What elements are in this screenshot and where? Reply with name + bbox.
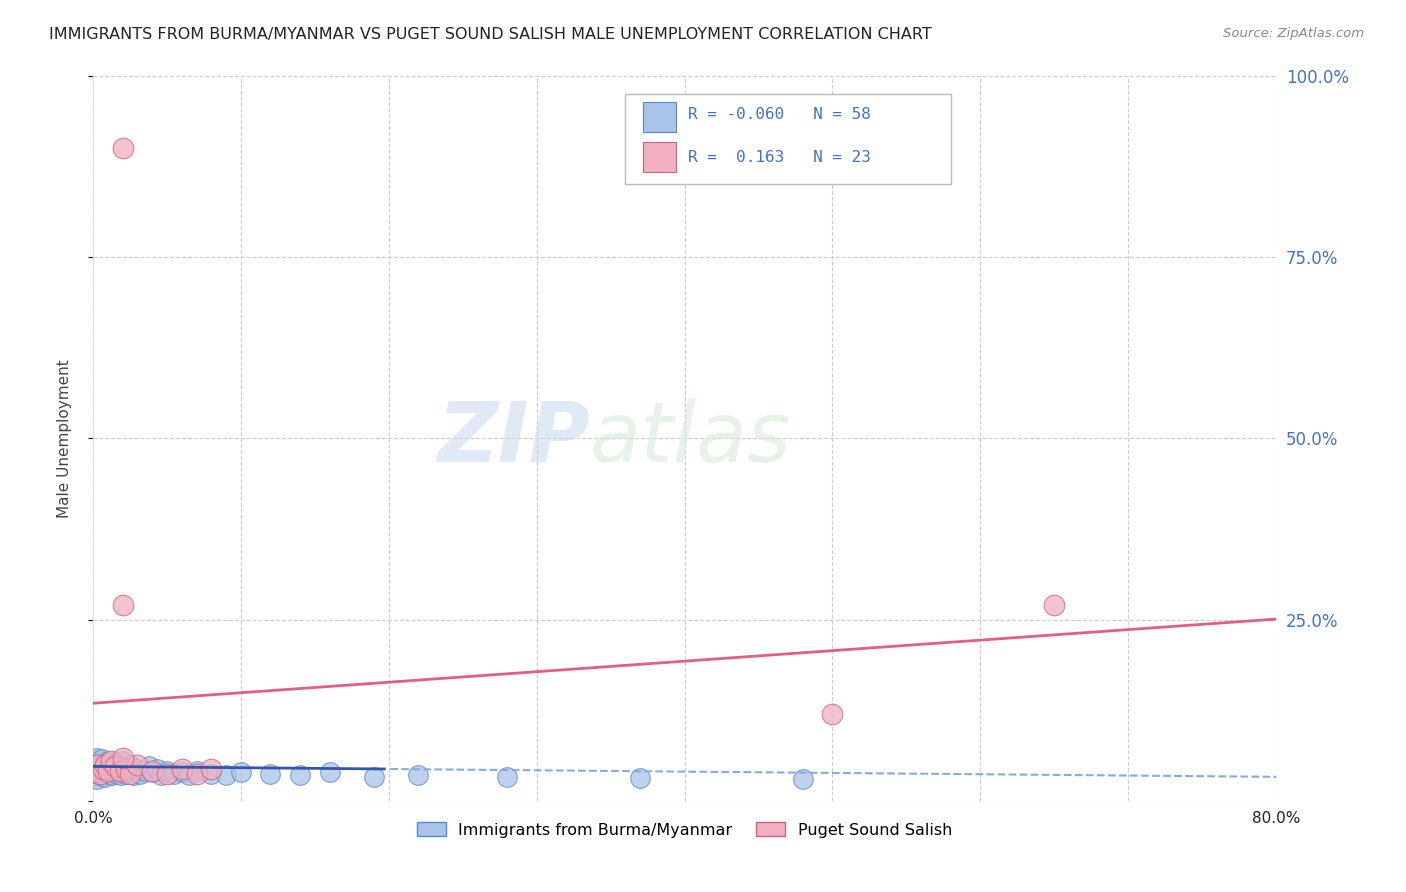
Text: R =  0.163   N = 23: R = 0.163 N = 23: [688, 150, 870, 165]
Point: [90, 752, 112, 766]
Legend: Immigrants from Burma/Myanmar, Puget Sound Salish: Immigrants from Burma/Myanmar, Puget Sou…: [411, 815, 959, 844]
Point: [150, 768, 173, 782]
Point: [124, 768, 146, 782]
Point: [127, 758, 149, 772]
Point: [408, 768, 430, 782]
Point: [110, 768, 132, 782]
Point: [215, 768, 238, 782]
Point: [104, 759, 127, 773]
Point: [97, 764, 120, 778]
Point: [90, 769, 112, 783]
Point: [93, 758, 115, 772]
Point: [108, 764, 131, 778]
Point: [792, 772, 814, 787]
Point: [93, 765, 115, 780]
Point: [84, 762, 107, 776]
Point: [122, 761, 145, 775]
Point: [141, 764, 163, 778]
Point: [97, 765, 120, 780]
Point: [108, 765, 131, 780]
Point: [105, 766, 128, 780]
Point: [86, 750, 108, 764]
Point: [628, 771, 651, 785]
Point: [821, 707, 844, 722]
Point: [111, 754, 134, 768]
Point: [1043, 599, 1066, 613]
Point: [118, 758, 141, 772]
Point: [83, 762, 105, 776]
Point: [156, 766, 179, 780]
Point: [170, 762, 193, 776]
Point: [87, 759, 110, 773]
Y-axis label: Male Unemployment: Male Unemployment: [58, 359, 72, 517]
Point: [93, 762, 115, 776]
Point: [112, 764, 135, 778]
Point: [104, 759, 127, 773]
Point: [100, 754, 122, 768]
Point: [170, 765, 193, 780]
Point: [179, 768, 201, 782]
Point: [100, 762, 122, 776]
Point: [186, 764, 208, 778]
Text: R = -0.060   N = 58: R = -0.060 N = 58: [688, 107, 870, 122]
Point: [94, 758, 117, 772]
Point: [141, 765, 163, 780]
Point: [101, 768, 124, 782]
Text: atlas: atlas: [591, 398, 792, 479]
Point: [114, 766, 136, 780]
Point: [97, 754, 120, 768]
Point: [84, 754, 107, 768]
Point: [118, 766, 141, 780]
Point: [363, 770, 385, 784]
Point: [89, 756, 111, 771]
Point: [114, 762, 136, 776]
Point: [111, 750, 134, 764]
Point: [86, 758, 108, 772]
Point: [145, 762, 167, 776]
Point: [115, 762, 138, 776]
Point: [89, 766, 111, 780]
Point: [86, 772, 108, 787]
FancyBboxPatch shape: [626, 94, 950, 185]
Point: [84, 765, 107, 780]
Point: [288, 768, 311, 782]
Point: [111, 599, 134, 613]
FancyBboxPatch shape: [643, 142, 676, 172]
Point: [87, 766, 110, 780]
Point: [318, 765, 340, 780]
Text: Source: ZipAtlas.com: Source: ZipAtlas.com: [1223, 27, 1364, 40]
Point: [200, 762, 222, 776]
Point: [127, 762, 149, 776]
Point: [134, 764, 156, 778]
Point: [83, 769, 105, 783]
Point: [496, 770, 519, 784]
Point: [111, 141, 134, 155]
Point: [96, 760, 118, 774]
Point: [259, 766, 281, 780]
Point: [156, 764, 179, 778]
Text: IMMIGRANTS FROM BURMA/MYANMAR VS PUGET SOUND SALISH MALE UNEMPLOYMENT CORRELATIO: IMMIGRANTS FROM BURMA/MYANMAR VS PUGET S…: [49, 27, 932, 42]
Point: [103, 756, 125, 771]
Point: [107, 762, 129, 776]
Point: [94, 770, 117, 784]
Point: [186, 766, 208, 780]
FancyBboxPatch shape: [643, 102, 676, 132]
Point: [83, 765, 105, 780]
Point: [200, 766, 222, 780]
Point: [163, 766, 186, 780]
Point: [89, 764, 111, 778]
Point: [98, 766, 121, 780]
Point: [129, 766, 152, 780]
Point: [121, 765, 143, 780]
Point: [138, 759, 160, 773]
Text: ZIP: ZIP: [437, 398, 591, 479]
Point: [229, 765, 252, 780]
